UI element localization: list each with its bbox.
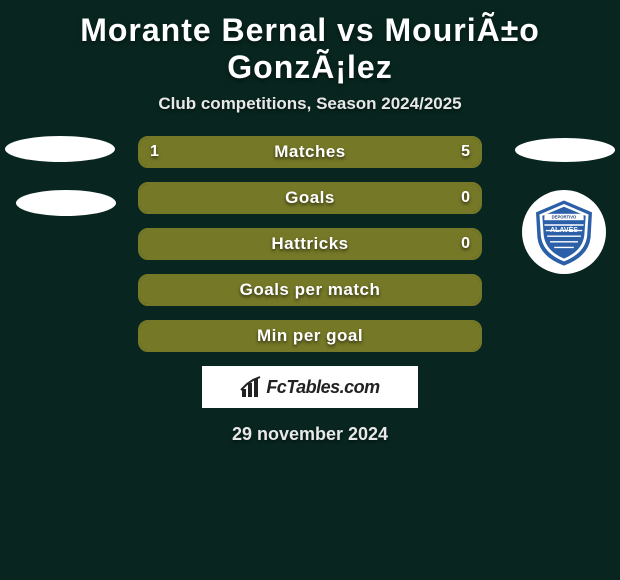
attribution-box: FcTables.com bbox=[202, 366, 418, 408]
player-right-photo bbox=[515, 138, 615, 162]
svg-text:DEPORTIVO: DEPORTIVO bbox=[552, 215, 577, 220]
comparison-area: DEPORTIVO ALAVÉS Matches15Goals0Hattrick… bbox=[0, 136, 620, 445]
player-left-photo-1 bbox=[5, 136, 115, 162]
stat-value-right: 0 bbox=[461, 184, 470, 212]
player-left-photo-2 bbox=[16, 190, 116, 216]
attribution-text: FcTables.com bbox=[240, 375, 379, 399]
bars-icon bbox=[240, 375, 264, 399]
stat-row: Matches1 5 bbox=[138, 136, 482, 168]
stat-value-right: 0 bbox=[461, 230, 470, 258]
stat-row: Goals0 bbox=[138, 182, 482, 214]
subtitle: Club competitions, Season 2024/2025 bbox=[0, 94, 620, 114]
stat-row: Hattricks0 bbox=[138, 228, 482, 260]
stat-row: Min per goal bbox=[138, 320, 482, 352]
attribution-label: FcTables.com bbox=[266, 377, 379, 398]
page-title: Morante Bernal vs MouriÃ±o GonzÃ¡lez bbox=[0, 12, 620, 86]
stat-label: Matches bbox=[140, 138, 480, 166]
alaves-crest-icon: DEPORTIVO ALAVÉS bbox=[529, 197, 599, 267]
date-line: 29 november 2024 bbox=[0, 424, 620, 445]
stat-label: Goals bbox=[140, 184, 480, 212]
stat-label: Min per goal bbox=[140, 322, 480, 350]
stat-value-right: 5 bbox=[461, 138, 470, 166]
stat-label: Hattricks bbox=[140, 230, 480, 258]
svg-text:ALAVÉS: ALAVÉS bbox=[550, 225, 578, 234]
club-logo-alaves: DEPORTIVO ALAVÉS bbox=[522, 190, 606, 274]
stat-value-left: 1 bbox=[150, 138, 159, 166]
stat-row: Goals per match bbox=[138, 274, 482, 306]
stat-label: Goals per match bbox=[140, 276, 480, 304]
